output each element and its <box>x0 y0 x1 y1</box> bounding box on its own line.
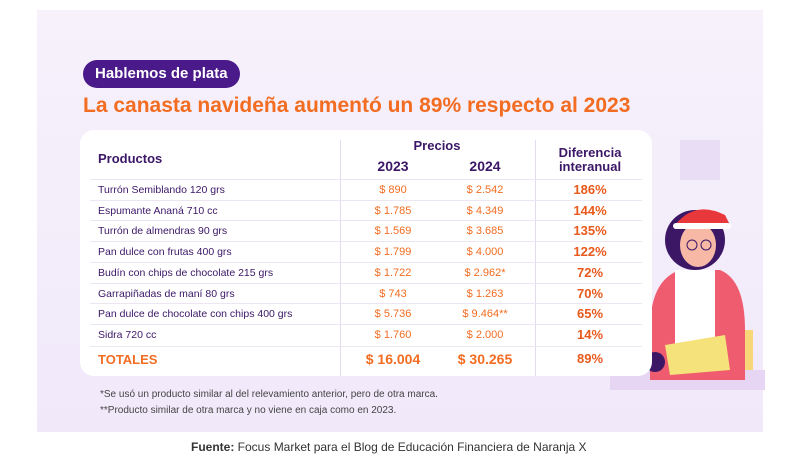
price-2023: $ 890 <box>379 184 407 196</box>
product-name: Sidra 720 cc <box>98 328 157 341</box>
header-precios: Precios <box>413 138 461 153</box>
diff-percent: 72% <box>576 264 604 280</box>
totals-diff: 89% <box>576 351 604 366</box>
footnote-2: **Producto similar de otra marca y no vi… <box>100 405 397 416</box>
product-name: Turrón de almendras 90 grs <box>98 225 228 238</box>
price-2024: $ 3.685 <box>466 225 504 238</box>
product-name: Pan dulce de chocolate con chips 400 grs <box>98 308 293 321</box>
totals-label: TOTALES <box>98 352 158 367</box>
price-2023: $ 743 <box>379 287 407 300</box>
source-text: Focus Market para el Blog de Educación F… <box>234 440 587 454</box>
source-caption: Fuente: Focus Market para el Blog de Edu… <box>191 440 587 454</box>
product-name: Espumante Ananá 710 cc <box>98 204 218 217</box>
gift-box-icon <box>680 140 720 180</box>
section-badge: Hablemos de plata <box>83 60 240 88</box>
price-2024: $ 2.962* <box>464 266 506 279</box>
header-2023: 2023 <box>377 158 409 174</box>
totals-2024: $ 30.265 <box>457 351 513 367</box>
price-table: Productos Precios 2023 2024 Diferencia i… <box>80 130 652 376</box>
price-2023: $ 1.760 <box>374 328 412 341</box>
price-2024: $ 2.542 <box>466 184 504 196</box>
price-2023: $ 1.722 <box>374 266 412 279</box>
product-name: Garrapiñadas de maní 80 grs <box>98 287 235 300</box>
infographic-title: La canasta navideña aumentó un 89% respe… <box>83 94 631 117</box>
totals-2023: $ 16.004 <box>365 351 421 367</box>
pan-dulce-icon <box>665 335 730 375</box>
diff-percent: 14% <box>576 326 604 342</box>
source-label: Fuente: <box>191 440 235 454</box>
diff-percent: 70% <box>576 285 604 301</box>
price-2024: $ 4.349 <box>466 204 504 217</box>
price-2023: $ 1.569 <box>374 225 412 238</box>
diff-percent: 122% <box>573 244 607 260</box>
header-2024: 2024 <box>469 158 501 174</box>
price-2023: $ 5.736 <box>374 308 412 321</box>
diff-percent: 65% <box>576 306 604 322</box>
product-name: Turrón Semiblando 120 grs <box>98 184 225 196</box>
header-diferencia: Diferencia <box>558 145 622 160</box>
price-2024: $ 4.000 <box>466 246 504 259</box>
product-name: Pan dulce con frutas 400 grs <box>98 246 232 259</box>
price-2023: $ 1.785 <box>374 204 412 217</box>
product-name: Budín con chips de chocolate 215 grs <box>98 266 274 279</box>
header-productos: Productos <box>98 151 163 166</box>
diff-percent: 186% <box>573 182 607 197</box>
header-interanual: interanual <box>558 159 622 174</box>
diff-percent: 144% <box>573 202 607 218</box>
woman-with-santa-hat-illustration <box>610 140 765 390</box>
diff-percent: 135% <box>573 223 607 239</box>
price-2023: $ 1.799 <box>374 246 412 259</box>
price-2024: $ 2.000 <box>466 328 504 341</box>
footnote-1: *Se usó un producto similar al del relev… <box>100 389 438 400</box>
price-2024: $ 1.263 <box>466 287 504 300</box>
price-2024: $ 9.464** <box>462 308 508 321</box>
